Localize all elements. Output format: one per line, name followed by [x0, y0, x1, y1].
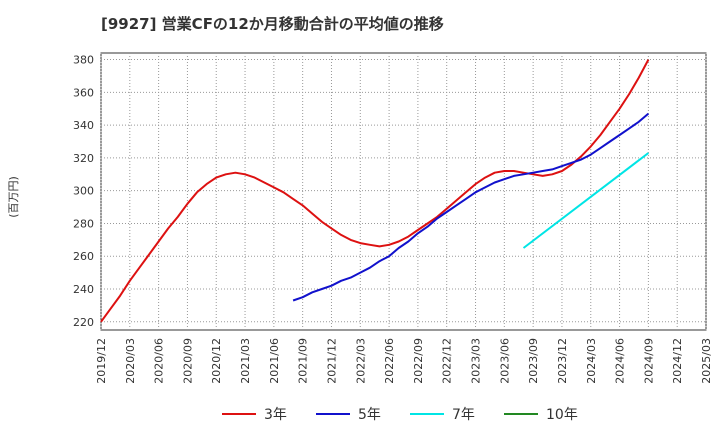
- legend-label: 5年: [358, 407, 381, 423]
- x-tick-label: 2020/03: [124, 338, 137, 384]
- legend-label: 3年: [264, 407, 287, 423]
- y-tick-label: 340: [73, 119, 94, 132]
- series-line: [292, 112, 650, 302]
- series-line: [100, 59, 650, 323]
- x-tick-label: 2020/06: [153, 338, 166, 384]
- x-tick-label: 2021/12: [325, 338, 338, 384]
- x-axis-ticks: 2019/12 2020/03 2020/06 2020/09 2020/12 2021/…: [95, 338, 713, 384]
- y-tick-label: 240: [73, 283, 94, 296]
- x-tick-label: 2022/09: [412, 338, 425, 384]
- y-tick-label: 280: [73, 217, 94, 230]
- plot-frame: [100, 52, 707, 331]
- x-tick-label: 2023/06: [498, 338, 511, 384]
- y-axis-label: (百万円): [7, 176, 20, 218]
- y-tick-label: 300: [73, 185, 94, 198]
- x-tick-label: 2022/12: [441, 338, 454, 384]
- y-axis-ticks: 220 240 260 280 300 320 340 360 380: [73, 54, 94, 329]
- x-tick-label: 2025/03: [700, 338, 713, 384]
- x-tick-label: 2024/06: [614, 338, 627, 384]
- x-tick-label: 2021/06: [268, 338, 281, 384]
- x-tick-label: 2024/03: [585, 338, 598, 384]
- series-lines: [100, 59, 650, 323]
- x-tick-label: 2019/12: [95, 338, 108, 384]
- legend-label: 7年: [452, 407, 475, 423]
- legend: 3年 5年 7年 10年: [222, 407, 578, 423]
- series-line: [522, 152, 650, 249]
- grid-lines: [100, 53, 707, 330]
- x-tick-label: 2020/12: [210, 338, 223, 384]
- x-tick-label: 2023/09: [527, 338, 540, 384]
- x-tick-label: 2021/09: [297, 338, 310, 384]
- x-tick-label: 2022/03: [354, 338, 367, 384]
- y-tick-label: 380: [73, 54, 94, 67]
- x-tick-label: 2021/03: [239, 338, 252, 384]
- legend-label: 10年: [546, 407, 578, 423]
- y-tick-label: 260: [73, 250, 94, 263]
- chart-title: [9927] 営業CFの12か月移動合計の平均値の推移: [101, 15, 444, 33]
- y-tick-label: 220: [73, 316, 94, 329]
- y-tick-label: 320: [73, 152, 94, 165]
- x-tick-label: 2023/12: [556, 338, 569, 384]
- x-tick-label: 2023/03: [470, 338, 483, 384]
- x-tick-label: 2024/09: [642, 338, 655, 384]
- x-tick-label: 2024/12: [671, 338, 684, 384]
- y-tick-label: 360: [73, 86, 94, 99]
- x-tick-label: 2020/09: [181, 338, 194, 384]
- plot-area: [100, 52, 707, 331]
- x-tick-label: 2022/06: [383, 338, 396, 384]
